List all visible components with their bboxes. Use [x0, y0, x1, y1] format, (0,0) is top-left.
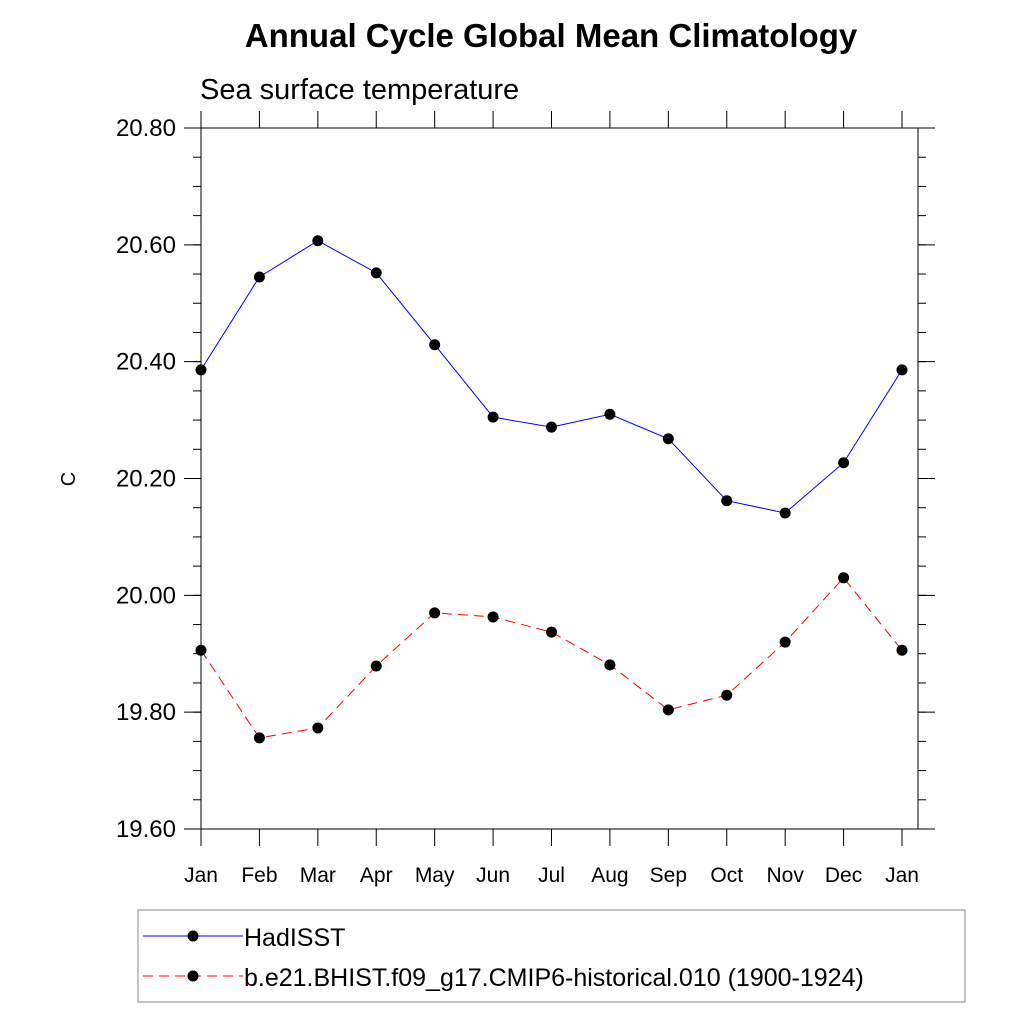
y-tick-label: 19.80 [116, 699, 176, 726]
data-point [370, 660, 382, 672]
legend-label: HadISST [244, 924, 345, 952]
x-tick-label: Jan [184, 864, 218, 887]
data-point [721, 495, 733, 507]
data-point [662, 704, 674, 716]
legend-marker [187, 970, 199, 982]
data-point [253, 732, 265, 744]
legend-label: b.e21.BHIST.f09_g17.CMIP6-historical.010… [244, 964, 864, 992]
y-axis-label: C [58, 472, 80, 486]
data-point [721, 689, 733, 701]
x-tick-label: Feb [241, 864, 277, 887]
legend-marker [187, 930, 199, 942]
series-line-0 [200, 240, 903, 514]
y-tick-label: 20.00 [116, 582, 176, 609]
data-point [662, 433, 674, 445]
x-tick-label: Nov [766, 864, 804, 887]
y-tick-label: 20.60 [116, 232, 176, 259]
chart-subtitle: Sea surface temperature [200, 74, 519, 106]
x-tick-label: Jul [538, 864, 565, 887]
series-line-1 [200, 577, 903, 739]
x-tick-label: Apr [360, 864, 393, 887]
x-tick-label: Mar [300, 864, 336, 887]
data-point [195, 364, 207, 376]
x-tick-label: May [415, 864, 455, 887]
chart-title: Annual Cycle Global Mean Climatology [245, 17, 858, 54]
data-point [896, 364, 908, 376]
y-tick-label: 20.80 [116, 115, 176, 142]
x-tick-label: Dec [825, 864, 862, 887]
data-point [429, 339, 441, 351]
data-point [604, 659, 616, 671]
x-tick-label: Oct [710, 864, 743, 887]
data-point [604, 408, 616, 420]
legend: HadISST b.e21.BHIST.f09_g17.CMIP6-histori… [137, 909, 966, 1003]
data-point [896, 644, 908, 656]
x-tick-label: Sep [650, 864, 687, 887]
x-tick-label: Aug [591, 864, 628, 887]
data-point [487, 611, 499, 623]
data-point [429, 607, 441, 619]
plot-frame [200, 127, 919, 830]
data-point [546, 626, 557, 638]
data-point [370, 267, 382, 279]
y-tick-label: 20.20 [116, 466, 176, 493]
data-point [838, 457, 850, 469]
data-point [195, 644, 207, 656]
data-point [779, 507, 791, 519]
x-tick-label: Jun [476, 864, 510, 887]
data-point [312, 722, 324, 734]
data-point [779, 636, 791, 648]
data-point [838, 572, 850, 584]
y-tick-label: 20.40 [116, 349, 176, 376]
data-point [312, 235, 324, 247]
x-tick-label: Jan [885, 864, 919, 887]
data-point [487, 411, 499, 423]
data-point [546, 421, 557, 433]
data-point [253, 271, 265, 283]
y-tick-label: 19.60 [116, 816, 176, 843]
legend-box [137, 909, 966, 1003]
